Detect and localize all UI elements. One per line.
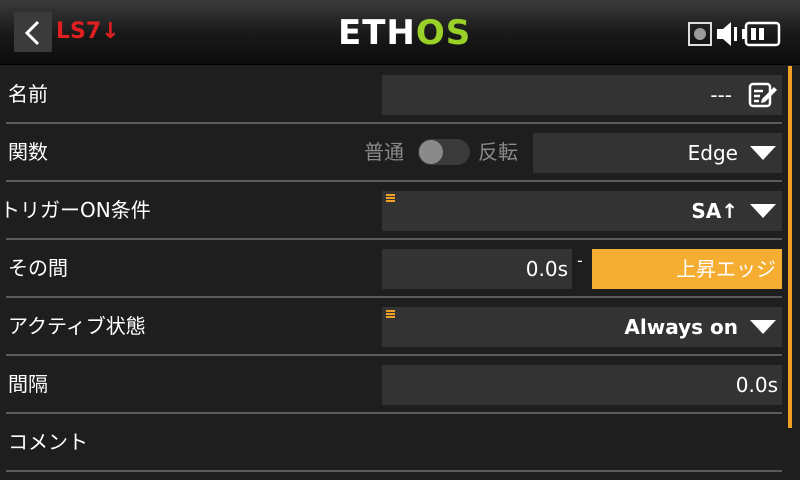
name-value: ---	[710, 83, 732, 107]
delay-field[interactable]: 0.0s	[382, 365, 782, 405]
row-divider	[6, 180, 782, 182]
row-duration: その間 0.0s - 上昇エッジ	[0, 240, 782, 298]
duration-max-value: 上昇エッジ	[676, 257, 776, 281]
options-menu-icon[interactable]	[386, 194, 395, 202]
trigger-value: SA↑	[691, 199, 738, 223]
edit-icon[interactable]	[748, 81, 778, 122]
trigger-label: トリガーON条件	[0, 198, 151, 222]
row-trigger: トリガーON条件 SA↑	[0, 182, 782, 240]
function-value: Edge	[687, 141, 738, 165]
battery-icon	[742, 20, 782, 52]
sd-card-icon	[688, 20, 712, 52]
chevron-down-icon	[750, 320, 776, 334]
range-dash: -	[577, 251, 583, 270]
switch-title: LS7↓	[56, 19, 120, 44]
active-state-dropdown[interactable]: Always on	[382, 307, 782, 347]
row-name: 名前 ---	[0, 66, 782, 124]
delay-label: 間隔	[8, 372, 48, 396]
chevron-down-icon	[750, 204, 776, 218]
comment-label: コメント	[8, 430, 88, 454]
row-divider	[6, 238, 782, 240]
invert-toggle[interactable]	[418, 139, 470, 165]
back-arrow-icon	[24, 20, 40, 46]
duration-min-value: 0.0s	[525, 257, 568, 281]
function-label: 関数	[8, 140, 48, 164]
invert-label: 反転	[478, 140, 518, 164]
duration-max-field[interactable]: 上昇エッジ	[592, 249, 782, 289]
toggle-knob	[419, 140, 443, 164]
row-active-state: アクティブ状態 Always on	[0, 298, 782, 356]
row-comment[interactable]: コメント	[0, 414, 782, 472]
active-state-value: Always on	[624, 315, 738, 339]
row-divider	[6, 470, 782, 472]
trigger-dropdown[interactable]: SA↑	[382, 191, 782, 231]
delay-value: 0.0s	[735, 373, 778, 397]
row-delay: 間隔 0.0s	[0, 356, 782, 414]
ethos-logo: ETHOS	[338, 13, 472, 53]
duration-label: その間	[8, 256, 68, 280]
back-button[interactable]	[14, 12, 52, 52]
normal-label: 普通	[364, 140, 404, 164]
scrollbar[interactable]	[788, 66, 792, 428]
chevron-down-icon	[750, 146, 776, 160]
active-state-label: アクティブ状態	[8, 314, 146, 338]
row-divider	[6, 412, 782, 414]
function-dropdown[interactable]: Edge	[533, 133, 782, 173]
speaker-icon	[716, 20, 742, 52]
name-field[interactable]: ---	[382, 75, 782, 115]
row-divider	[6, 354, 782, 356]
row-function: 関数 普通 反転 Edge	[0, 124, 782, 182]
name-label: 名前	[8, 82, 48, 106]
duration-min-field[interactable]: 0.0s	[382, 249, 572, 289]
row-divider	[6, 296, 782, 298]
title-bar: LS7↓ ETHOS	[0, 0, 800, 65]
options-menu-icon[interactable]	[386, 310, 395, 318]
row-divider	[6, 122, 782, 124]
